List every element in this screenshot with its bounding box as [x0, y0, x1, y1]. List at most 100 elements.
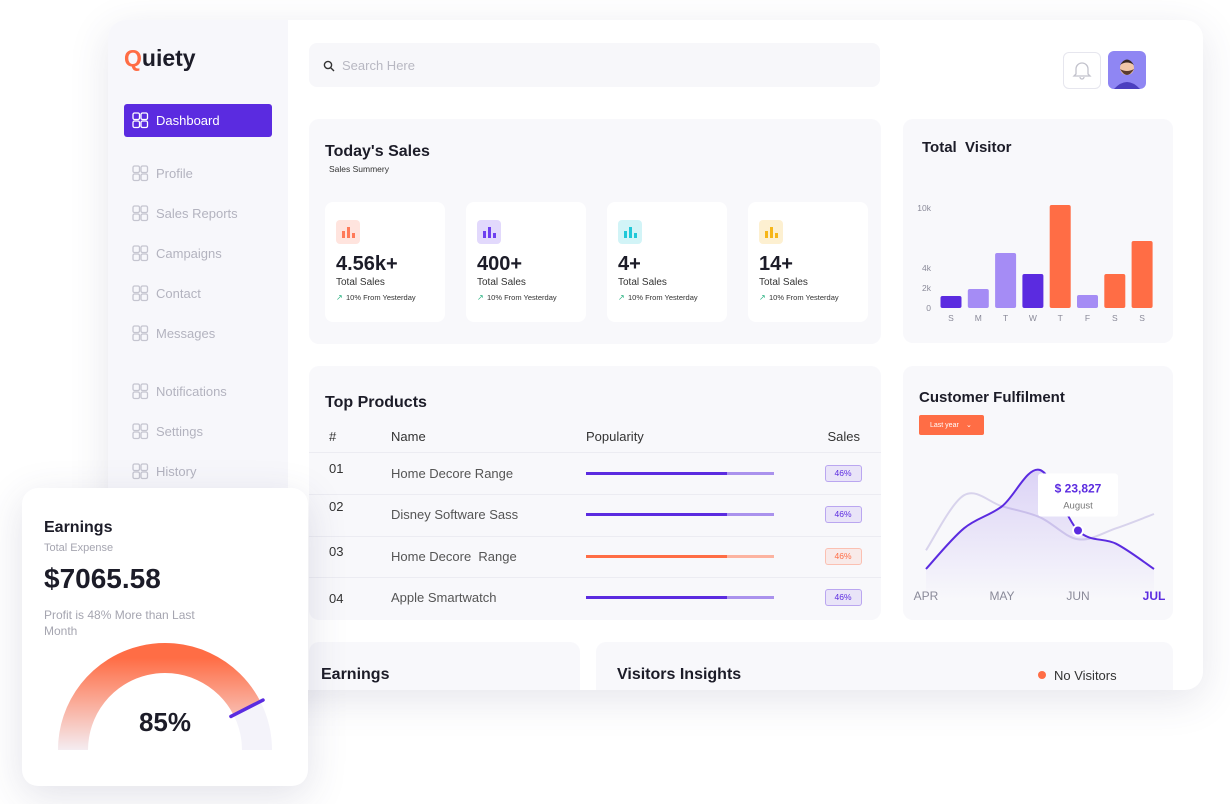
nav-item[interactable]: Dashboard [156, 112, 220, 128]
icon-square [132, 325, 141, 334]
stat-icon-bar [493, 233, 496, 238]
tooltip-value: $ 23,827 [1055, 482, 1102, 496]
stat-arrow: ↗ [477, 293, 484, 302]
search-placeholder: Search Here [342, 57, 415, 73]
icon-square [140, 391, 149, 400]
icon-square [132, 423, 141, 432]
stat-icon-bar [347, 227, 350, 238]
sales-badge [825, 506, 862, 523]
nav-item[interactable]: Campaigns [156, 245, 222, 261]
search-icon [323, 60, 335, 72]
row-number: 03 [329, 543, 344, 559]
period-dropdown[interactable] [919, 415, 984, 435]
icon-square [140, 112, 149, 121]
icon-square [140, 120, 149, 129]
row-number: 04 [329, 590, 344, 606]
stat-change: 10% From Yesterday [346, 293, 416, 303]
bar [1022, 274, 1044, 308]
nav-item[interactable]: Settings [156, 423, 203, 439]
x-tick-label: F [1085, 313, 1090, 323]
stat-icon-bar [770, 227, 773, 238]
x-tick-label: JUN [1066, 589, 1089, 603]
stat-value: 4+ [618, 253, 641, 275]
popularity-bar [586, 554, 727, 558]
product-name: Home Decore Range [391, 465, 514, 481]
x-tick-label: S [1139, 313, 1145, 323]
earnings-note: Profit is 48% More than Last Month [44, 608, 195, 638]
icon-square [140, 253, 149, 262]
row-separator [309, 536, 881, 537]
stat-icon-bar [488, 227, 491, 238]
earnings-card: Earnings Total Expense $7065.58 Profit is 4… [22, 488, 308, 786]
sales-value: 46% [834, 550, 852, 561]
nav-icon [132, 205, 149, 222]
icon-square [132, 112, 141, 121]
icon-square [140, 471, 149, 480]
tooltip-label: August [1063, 501, 1093, 512]
notification-button[interactable] [1063, 52, 1101, 89]
x-tick-label: S [1112, 313, 1118, 323]
icon-square [132, 165, 141, 174]
icon-square [140, 293, 149, 302]
bell-shape [1072, 62, 1092, 80]
nav-item[interactable]: Profile [156, 165, 193, 181]
x-tick-label: MAY [989, 589, 1014, 603]
avatar-beard [1120, 69, 1134, 75]
nav-icon [132, 325, 149, 342]
icon-square [132, 293, 141, 302]
bar [1104, 274, 1126, 308]
table-header: Sales [827, 428, 860, 444]
sales-badge [825, 465, 862, 482]
search-icon-circle [323, 60, 333, 70]
stat-label: Total Sales [336, 277, 385, 288]
search-bar[interactable] [309, 43, 880, 87]
x-tick-label: JUL [1143, 589, 1166, 603]
stat-card [607, 202, 727, 322]
stat-value: 4.56k+ [336, 253, 398, 275]
nav-item[interactable]: Sales Reports [156, 205, 238, 221]
icon-square [140, 213, 149, 222]
sales-badge [825, 548, 862, 565]
stat-icon-bar [352, 233, 355, 238]
avatar-figure [1114, 59, 1140, 89]
stat-card [748, 202, 868, 322]
area-fill [926, 469, 1154, 600]
section-title: Top Products [325, 394, 427, 411]
nav-item[interactable]: History [156, 463, 197, 479]
nav-item[interactable]: Notifications [156, 383, 227, 399]
stat-change: 10% From Yesterday [628, 293, 698, 303]
y-tick-label: 2k [922, 283, 932, 293]
stat-icon-bar [342, 231, 345, 238]
icon-square [140, 173, 149, 182]
icon-square [140, 285, 149, 294]
icon-square [140, 325, 149, 334]
bar [995, 253, 1017, 308]
dropdown-label[interactable]: Last year [930, 421, 959, 429]
card-subtitle: Total Expense [44, 541, 114, 554]
icon-square [132, 285, 141, 294]
x-tick-label: T [1058, 313, 1063, 323]
nav-item[interactable]: Contact [156, 285, 201, 301]
logo: Quiety [124, 44, 196, 71]
x-tick-label: W [1029, 313, 1037, 323]
nav-active-bg [124, 104, 272, 137]
stat-card [466, 202, 586, 322]
icon-square [132, 383, 141, 392]
nav-icon [132, 463, 149, 480]
stat-change: 10% From Yesterday [769, 293, 839, 303]
chart-title: Total Visitor [922, 138, 1012, 156]
row-number: 02 [329, 498, 344, 514]
nav-item[interactable]: Messages [156, 325, 216, 341]
line [925, 468, 1155, 570]
stat-icon-bar [765, 231, 768, 238]
icon-square [140, 205, 149, 214]
stat-value: 400+ [477, 253, 523, 275]
visitors-insights-card: Visitors Insights No Visitors [596, 642, 1173, 690]
gauge-value: 85% [139, 707, 191, 737]
nav-icon [132, 165, 149, 182]
icon-square [132, 205, 141, 214]
icon-square [140, 431, 149, 440]
stat-label: Total Sales [759, 277, 808, 288]
stat-label: Total Sales [618, 277, 667, 288]
